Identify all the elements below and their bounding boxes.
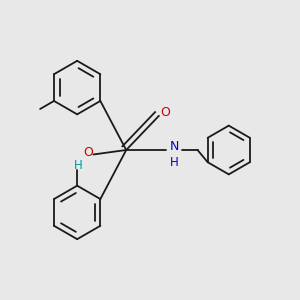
Text: N: N — [170, 140, 179, 153]
Text: O: O — [160, 106, 170, 119]
Text: H: H — [74, 159, 82, 172]
Text: O: O — [83, 146, 93, 159]
Text: H: H — [170, 156, 179, 169]
